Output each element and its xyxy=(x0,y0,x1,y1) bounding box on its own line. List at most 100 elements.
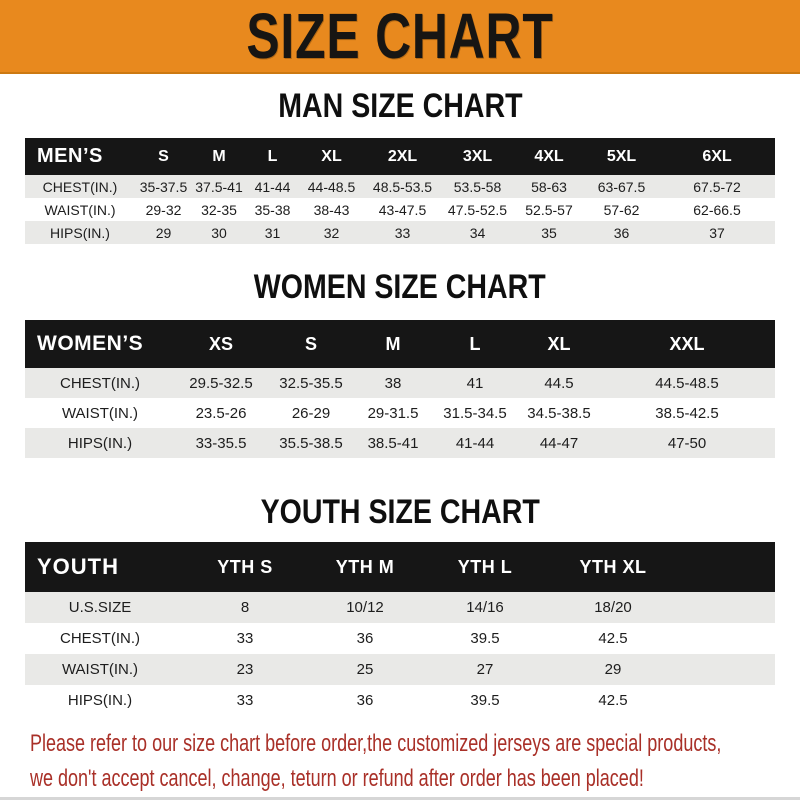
size-value-cell: 23.5-26 xyxy=(195,404,247,422)
size-value-cell: 43-47.5 xyxy=(378,201,427,218)
spacer-cell xyxy=(671,592,775,623)
row-label: HIPS(IN.) xyxy=(25,221,135,244)
size-value-cell: 57-62 xyxy=(603,201,640,218)
size-value-cell: 29.5-32.5 xyxy=(175,368,267,398)
size-value-cell: 23 xyxy=(175,654,315,685)
size-value-cell: 38-43 xyxy=(313,201,350,218)
size-value-cell: 27 xyxy=(415,654,555,685)
table-row: WAIST(IN.) 23.5-26 26-29 29-31.5 31.5-34… xyxy=(25,398,775,428)
women-size-header: XS xyxy=(175,320,267,368)
spacer-cell xyxy=(671,623,775,654)
women-section-title-text: WOMEN SIZE CHART xyxy=(254,268,546,306)
women-header-row: WOMEN’S XS S M L XL XXL xyxy=(25,320,775,368)
men-size-header: 5XL xyxy=(584,138,659,175)
size-value-cell: 38.5-41 xyxy=(355,428,431,458)
row-label: CHEST(IN.) xyxy=(60,630,140,647)
disclaimer-line-1: Please refer to our size chart before or… xyxy=(30,730,722,757)
men-header-row: MEN’S S M L XL 2XL 3XL 4XL 5XL 6XL xyxy=(25,138,775,175)
size-value-cell: 33 xyxy=(364,221,441,244)
size-value-cell: 53.5-58 xyxy=(441,175,514,198)
size-value-cell: 35-38 xyxy=(254,201,291,218)
men-size-header: L xyxy=(246,138,299,175)
table-row: CHEST(IN.) 33 36 39.5 42.5 xyxy=(25,623,775,654)
banner: SIZE CHART xyxy=(0,0,800,74)
table-row: U.S.SIZE 8 10/12 14/16 18/20 xyxy=(25,592,775,623)
size-value-cell: 36 xyxy=(584,221,659,244)
men-size-header: 6XL xyxy=(659,138,775,175)
table-row: HIPS(IN.) 33-35.5 35.5-38.5 38.5-41 41-4… xyxy=(25,428,775,458)
size-value-cell: 29 xyxy=(135,221,192,244)
size-value-cell: 36 xyxy=(356,630,374,647)
men-size-header: M xyxy=(192,138,246,175)
table-row: CHEST(IN.) 35-37.5 37.5-41 41-44 44-48.5… xyxy=(25,175,775,198)
size-value-cell: 44-47 xyxy=(519,428,599,458)
women-table-corner-label: WOMEN’S xyxy=(25,320,175,368)
row-label: HIPS(IN.) xyxy=(67,692,133,709)
size-value-cell: 38.5-42.5 xyxy=(655,404,719,422)
size-value-cell: 39.5 xyxy=(470,630,500,647)
size-value-cell: 29-31.5 xyxy=(367,404,419,422)
size-value-cell: 18/20 xyxy=(555,592,671,623)
women-size-table: WOMEN’S XS S M L XL XXL CHEST(IN.) 29.5-… xyxy=(25,320,775,458)
youth-size-table: YOUTH YTH S YTH M YTH L YTH XL U.S.SIZE … xyxy=(25,542,775,716)
men-section-title: MAN SIZE CHART xyxy=(0,88,800,124)
row-label: WAIST(IN.) xyxy=(25,654,175,685)
size-value-cell: 33-35.5 xyxy=(175,428,267,458)
youth-section-title: YOUTH SIZE CHART xyxy=(0,494,800,530)
spacer-cell xyxy=(671,542,775,592)
youth-size-header: YTH S xyxy=(175,542,315,592)
men-size-header: XL xyxy=(299,138,364,175)
row-label: CHEST(IN.) xyxy=(25,368,175,398)
size-value-cell: 32 xyxy=(299,221,364,244)
youth-size-header: YTH XL xyxy=(555,542,671,592)
size-value-cell: 44.5-48.5 xyxy=(599,368,775,398)
row-label: CHEST(IN.) xyxy=(25,175,135,198)
size-value-cell: 35 xyxy=(514,221,584,244)
women-section-title: WOMEN SIZE CHART xyxy=(0,269,800,305)
size-value-cell: 58-63 xyxy=(514,175,584,198)
size-value-cell: 44-48.5 xyxy=(299,175,364,198)
table-row: WAIST(IN.) 29-32 32-35 35-38 38-43 43-47… xyxy=(25,198,775,221)
table-row: HIPS(IN.) 29 30 31 32 33 34 35 36 37 xyxy=(25,221,775,244)
men-section-title-text: MAN SIZE CHART xyxy=(277,87,523,125)
size-value-cell: 47-50 xyxy=(599,428,775,458)
size-value-cell: 29-32 xyxy=(145,201,182,218)
men-size-header: 4XL xyxy=(514,138,584,175)
size-value-cell: 10/12 xyxy=(315,592,415,623)
disclaimer-line-2: we don't accept cancel, change, teturn o… xyxy=(30,765,644,792)
women-size-header: L xyxy=(431,320,519,368)
table-row: WAIST(IN.) 23 25 27 29 xyxy=(25,654,775,685)
row-label: HIPS(IN.) xyxy=(25,428,175,458)
youth-size-header: YTH L xyxy=(415,542,555,592)
youth-header-row: YOUTH YTH S YTH M YTH L YTH XL xyxy=(25,542,775,592)
size-value-cell: 31.5-34.5 xyxy=(443,404,507,422)
youth-section-title-text: YOUTH SIZE CHART xyxy=(260,493,540,531)
size-value-cell: 39.5 xyxy=(470,692,500,709)
size-value-cell: 35.5-38.5 xyxy=(267,428,355,458)
size-value-cell: 25 xyxy=(315,654,415,685)
size-value-cell: 34.5-38.5 xyxy=(527,404,591,422)
size-value-cell: 62-66.5 xyxy=(693,201,741,218)
row-label: WAIST(IN.) xyxy=(61,404,139,422)
row-label: WAIST(IN.) xyxy=(44,201,116,218)
men-size-header: 2XL xyxy=(364,138,441,175)
size-value-cell: 42.5 xyxy=(598,692,628,709)
size-value-cell: 31 xyxy=(246,221,299,244)
table-row: CHEST(IN.) 29.5-32.5 32.5-35.5 38 41 44.… xyxy=(25,368,775,398)
size-value-cell: 41-44 xyxy=(246,175,299,198)
size-value-cell: 44.5 xyxy=(519,368,599,398)
women-size-header: XL xyxy=(519,320,599,368)
size-value-cell: 38 xyxy=(355,368,431,398)
size-value-cell: 37 xyxy=(659,221,775,244)
size-value-cell: 37.5-41 xyxy=(192,175,246,198)
size-value-cell: 30 xyxy=(192,221,246,244)
men-table-corner-label: MEN’S xyxy=(25,138,135,175)
youth-table-corner-label: YOUTH xyxy=(25,542,175,592)
size-value-cell: 41 xyxy=(431,368,519,398)
men-size-header: S xyxy=(135,138,192,175)
size-value-cell: 34 xyxy=(441,221,514,244)
men-size-table: MEN’S S M L XL 2XL 3XL 4XL 5XL 6XL CHEST… xyxy=(25,138,775,244)
size-value-cell: 32.5-35.5 xyxy=(267,368,355,398)
banner-title: SIZE CHART xyxy=(246,0,554,72)
size-value-cell: 48.5-53.5 xyxy=(364,175,441,198)
